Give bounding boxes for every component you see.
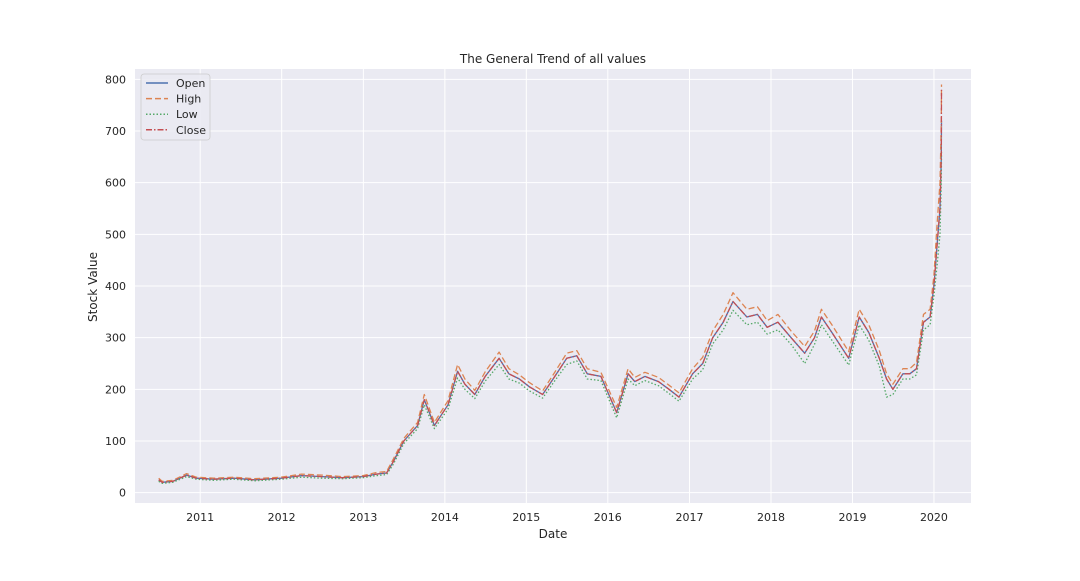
series-lines [158, 84, 943, 485]
x-tick-label: 2011 [186, 511, 214, 524]
x-axis-title: Date [539, 527, 568, 541]
y-tick-label: 700 [105, 125, 126, 138]
y-tick-label: 300 [105, 332, 126, 345]
y-tick-label: 100 [105, 435, 126, 448]
y-axis-title: Stock Value [86, 252, 100, 322]
legend-label: Low [176, 108, 198, 121]
x-tick-label: 2014 [431, 511, 459, 524]
y-tick-label: 800 [105, 73, 126, 86]
grid [135, 69, 971, 503]
series-line-close [158, 89, 943, 483]
y-tick-label: 0 [119, 487, 126, 500]
x-tick-label: 2013 [349, 511, 377, 524]
legend-label: Open [176, 77, 205, 90]
x-tick-label: 2019 [838, 511, 866, 524]
chart-title: The General Trend of all values [459, 52, 646, 66]
legend-item-high: High [146, 93, 201, 106]
y-tick-label: 200 [105, 383, 126, 396]
series-line-high [158, 84, 943, 482]
x-tick-label: 2015 [512, 511, 540, 524]
x-tick-label: 2016 [594, 511, 622, 524]
legend-item-low: Low [146, 108, 198, 121]
x-tick-label: 2020 [920, 511, 948, 524]
legend: Open High Low Close [140, 73, 211, 141]
legend-box [140, 73, 211, 141]
legend-label: Close [176, 124, 206, 137]
x-tick-label: 2018 [757, 511, 785, 524]
legend-item-close: Close [146, 124, 206, 137]
y-tick-label: 400 [105, 280, 126, 293]
x-tick-label: 2017 [676, 511, 704, 524]
y-tick-label: 600 [105, 177, 126, 190]
y-tick-label: 500 [105, 228, 126, 241]
legend-item-open: Open [146, 77, 205, 90]
tick-labels: 0 100 200 300 400 500 600 700 800 2011 2012 2013 201… [105, 73, 948, 524]
x-tick-label: 2012 [268, 511, 296, 524]
series-line-low [158, 151, 943, 485]
legend-label: High [176, 93, 201, 106]
